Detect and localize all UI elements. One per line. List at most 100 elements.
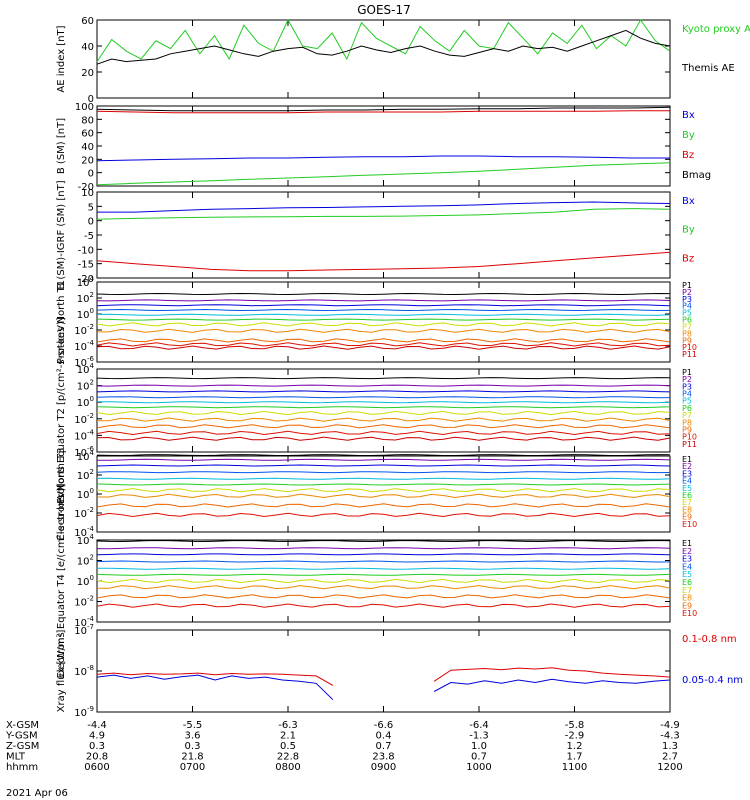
legend-entry: E4 — [682, 477, 692, 486]
legend-entry: E5 — [682, 570, 692, 579]
footer-cell: 0600 — [84, 762, 109, 773]
legend-entry: E5 — [682, 484, 692, 493]
y-tick-exponent: -6 — [87, 445, 95, 453]
legend-entry: E2 — [682, 462, 692, 471]
channel-line — [96, 318, 671, 321]
y-tick-exponent: 0 — [90, 395, 94, 403]
footer-table: X-GSM -4.4 -5.5 -6.3 -6.6 -6.4 -5.8 -4.9 Y-GSM 4.… — [5, 720, 683, 773]
footer-row-label: Z-GSM — [6, 741, 39, 752]
footer-cell: 20.8 — [86, 752, 108, 763]
legend-entry: 0.1-0.8 nm — [682, 634, 737, 645]
channel-line — [96, 483, 671, 486]
legend-entry: P7 — [682, 322, 692, 331]
channel-line — [96, 377, 671, 380]
footer-row-label: hhmm — [6, 762, 38, 773]
legend-entry: P1 — [682, 368, 692, 377]
legend-entry: E9 — [682, 513, 692, 522]
legend-entry: P2 — [682, 288, 692, 297]
legend-entry: P9 — [682, 336, 692, 345]
series-line — [96, 251, 671, 272]
y-tick-label: 10-7 — [74, 623, 94, 637]
y-axis-label: B (SM)-IGRF (SM) [nT] — [56, 180, 67, 289]
y-tick-exponent: -9 — [87, 705, 94, 713]
y-tick-label: 60 — [81, 129, 94, 140]
y-tick-exponent: -4 — [87, 428, 95, 436]
y-tick-exponent: 2 — [90, 468, 94, 476]
series-line — [96, 18, 671, 62]
channel-line — [96, 488, 671, 493]
y-tick-exponent: -2 — [87, 595, 94, 603]
footer-cell: 4.9 — [89, 731, 105, 742]
legend-entry: P5 — [682, 397, 692, 406]
panel-1: 0 20 40 60 AE index [nT] Kyoto proxy AE Themis… — [56, 16, 750, 105]
y-tick-exponent: 0 — [90, 307, 94, 315]
y-tick-label: -5 — [84, 231, 94, 242]
y-tick-exponent: -8 — [87, 664, 94, 672]
footer-cell: 2.7 — [662, 752, 678, 763]
channel-line — [97, 417, 671, 422]
legend-entry: P1 — [682, 281, 692, 290]
legend-entry: Themis AE — [681, 63, 735, 74]
y-axis-label: Xray flux [W/m²] — [56, 630, 67, 713]
y-tick-label: 80 — [81, 115, 94, 126]
channel-line — [96, 430, 671, 436]
channel-line — [96, 539, 671, 543]
y-tick-label: 5 — [88, 202, 94, 213]
channel-line — [96, 342, 671, 347]
y-tick-label: 102 — [77, 291, 94, 305]
channel-line — [96, 299, 671, 302]
y-tick-label: 102 — [77, 468, 94, 482]
panel-2: -20 0 20 40 60 80 100 B (SM) [nT] Bx By Bz Bmag — [56, 102, 711, 193]
legend-entry: E3 — [682, 469, 692, 478]
legend-entry: P7 — [682, 411, 692, 420]
y-tick-exponent: 2 — [90, 291, 94, 299]
panel-frame — [96, 455, 671, 533]
legend-entry: P4 — [682, 390, 692, 399]
y-tick-label: -20 — [78, 182, 94, 193]
channel-line — [96, 553, 671, 556]
footer-cell: -4.9 — [660, 720, 680, 731]
legend-entry: E8 — [682, 594, 692, 603]
legend-entry: E2 — [682, 547, 692, 556]
channel-line — [96, 345, 671, 350]
legend-entry: Bx — [682, 196, 695, 207]
channel-line — [97, 493, 671, 499]
footer-cell: 1000 — [466, 762, 491, 773]
channel-line — [96, 578, 671, 584]
legend-entry: P9 — [682, 425, 692, 434]
footer-cell: 0.4 — [376, 731, 392, 742]
y-axis-label: Electrons Equator T4 [e/(cm²-s-sr-keV)] — [56, 483, 67, 678]
legend-entry: P8 — [682, 418, 692, 427]
y-axis-label: Protons North T1 — [56, 280, 67, 364]
series-line — [96, 110, 670, 114]
channel-line — [96, 503, 671, 508]
legend-entry: By — [682, 130, 695, 141]
legend-entry: P11 — [682, 440, 697, 449]
channel-line — [96, 471, 671, 474]
channel-line — [96, 406, 671, 409]
y-tick-label: 60 — [81, 16, 94, 27]
series-line — [96, 106, 671, 112]
y-tick-label: 100 — [77, 395, 94, 409]
legend-entry: P5 — [682, 309, 692, 318]
y-tick-label: 104 — [77, 449, 95, 463]
footer-cell: 1.7 — [567, 752, 583, 763]
series-line — [96, 155, 670, 162]
y-tick-exponent: 2 — [90, 554, 94, 562]
footer-cell: 0.7 — [376, 741, 392, 752]
y-tick-label: 40 — [81, 42, 94, 53]
footer-cell: -6.3 — [278, 720, 298, 731]
footer-cell: -4.3 — [660, 731, 680, 742]
y-tick-exponent: 4 — [90, 362, 95, 370]
date-label: 2021 Apr 06 — [6, 788, 68, 799]
y-tick-label: 100 — [77, 487, 94, 501]
channel-line — [96, 424, 671, 429]
y-tick-label: 20 — [81, 68, 94, 79]
y-tick-exponent: -6 — [87, 355, 95, 363]
channel-line — [97, 328, 671, 333]
footer-cell: 1.2 — [567, 741, 583, 752]
y-tick-label: 20 — [81, 155, 94, 166]
legend-entry: E9 — [682, 601, 692, 610]
footer-cell: 0900 — [371, 762, 396, 773]
footer-row-label: Y-GSM — [5, 731, 38, 742]
